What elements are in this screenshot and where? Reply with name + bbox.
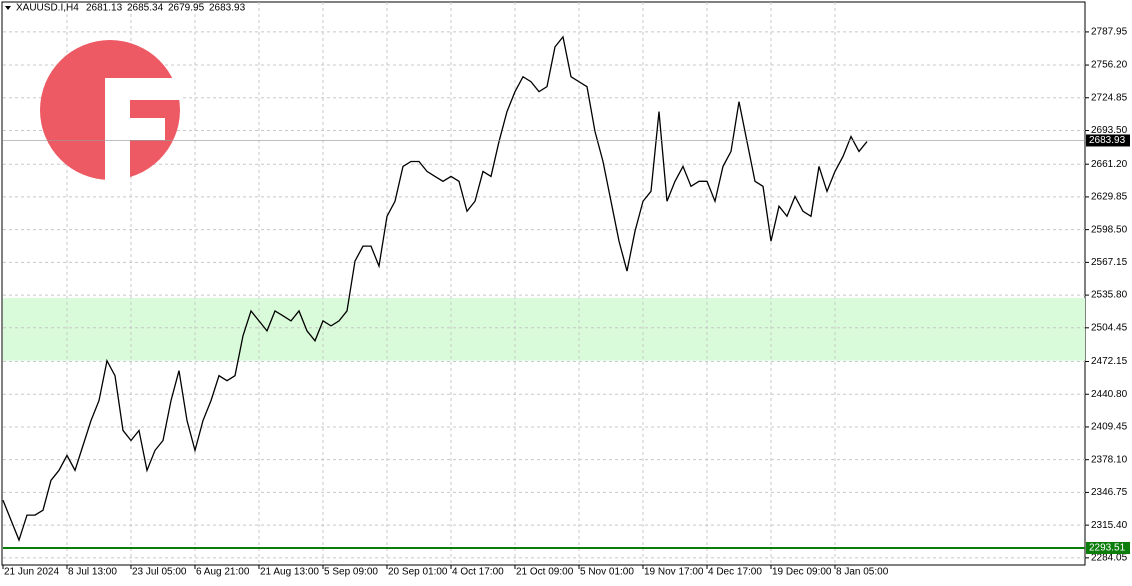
y-tick-label: 2378.10 [1091,454,1128,465]
y-tick-label: 2787.95 [1091,27,1128,38]
y-tick-label: 2440.80 [1091,389,1128,400]
ohlc-value: 2685.34 [127,3,164,14]
y-tick-label: 2598.50 [1091,224,1128,235]
y-tick-label: 2693.50 [1091,125,1128,136]
support-label-box [1086,541,1130,554]
x-tick-label: 6 Aug 21:00 [196,567,250,578]
plot-frame [1,1,1086,566]
ohlc-value: 2683.93 [209,3,246,14]
y-tick-label: 2284.05 [1091,552,1128,563]
x-tick-label: 19 Dec 09:00 [772,567,832,578]
last-price-box [1086,134,1130,147]
x-tick-label: 5 Sep 09:00 [324,567,378,578]
y-tick-label: 2661.20 [1091,159,1128,170]
x-tick-label: 8 Jul 13:00 [68,567,117,578]
x-tick-label: 19 Nov 17:00 [644,567,704,578]
y-tick-label: 2346.75 [1091,487,1128,498]
y-tick-label: 2472.15 [1091,356,1128,367]
support-label: 2293.51 [1089,543,1126,554]
zone [3,298,1085,361]
x-tick-label: 21 Aug 13:00 [260,567,319,578]
price-line [2,35,868,542]
x-tick-label: 21 Oct 09:00 [516,567,574,578]
symbol: XAUUSD.I,H4 [16,3,79,14]
x-tick-label: 20 Sep 01:00 [388,567,448,578]
last-price-label: 2683.93 [1089,135,1126,146]
y-tick-label: 2504.45 [1091,322,1128,333]
x-tick-label: 8 Jan 05:00 [836,567,889,578]
y-tick-label: 2315.40 [1091,520,1128,531]
y-tick-label: 2409.45 [1091,422,1128,433]
logo [40,40,180,180]
y-tick-label: 2724.85 [1091,92,1128,103]
y-tick-label: 2535.80 [1091,290,1128,301]
y-tick-label: 2629.85 [1091,192,1128,203]
x-tick-label: 5 Nov 01:00 [580,567,634,578]
y-tick-label: 2567.15 [1091,257,1128,268]
ohlc-value: 2681.13 [86,3,123,14]
menu-arrow[interactable] [5,6,11,10]
x-tick-label: 4 Dec 17:00 [708,567,762,578]
ohlc-value: 2679.95 [168,3,205,14]
y-tick-label: 2756.20 [1091,60,1128,71]
x-tick-label: 4 Oct 17:00 [452,567,504,578]
x-tick-label: 21 Jun 2024 [4,567,59,578]
x-tick-label: 23 Jul 05:00 [132,567,187,578]
